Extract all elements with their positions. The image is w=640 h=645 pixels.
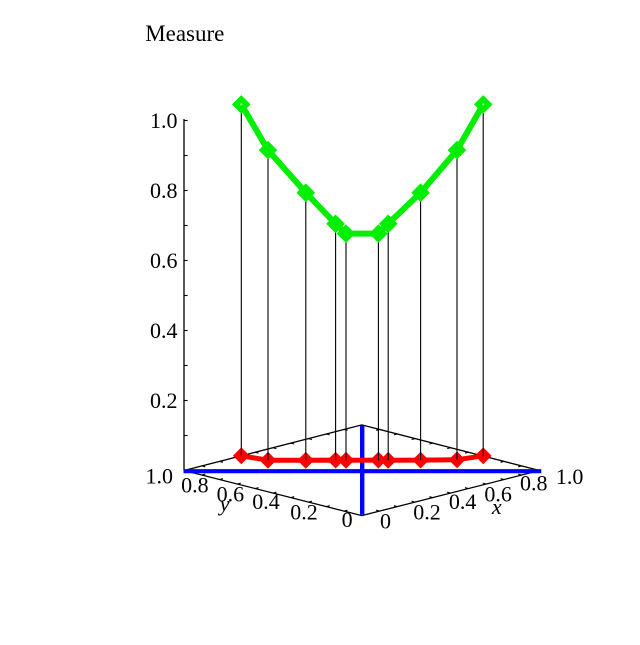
svg-text:0.2: 0.2	[150, 388, 178, 413]
svg-text:1.0: 1.0	[556, 464, 584, 489]
svg-text:1.0: 1.0	[150, 108, 178, 133]
svg-text:x: x	[491, 494, 502, 519]
svg-text:0.4: 0.4	[150, 318, 178, 343]
svg-text:0.6: 0.6	[217, 481, 245, 506]
svg-text:1.0: 1.0	[146, 463, 174, 488]
svg-text:0.8: 0.8	[150, 178, 178, 203]
svg-text:0.2: 0.2	[290, 500, 318, 525]
svg-text:0: 0	[380, 509, 391, 534]
svg-text:0.8: 0.8	[181, 472, 209, 497]
svg-text:0.4: 0.4	[252, 489, 280, 514]
svg-text:0.8: 0.8	[520, 471, 548, 496]
svg-text:0.6: 0.6	[484, 481, 512, 506]
svg-text:y: y	[218, 491, 230, 516]
svg-text:0: 0	[342, 507, 353, 532]
svg-text:0.6: 0.6	[150, 248, 178, 273]
svg-text:0.4: 0.4	[449, 489, 477, 514]
svg-text:Measure: Measure	[145, 21, 224, 46]
svg-text:0.2: 0.2	[413, 500, 441, 525]
